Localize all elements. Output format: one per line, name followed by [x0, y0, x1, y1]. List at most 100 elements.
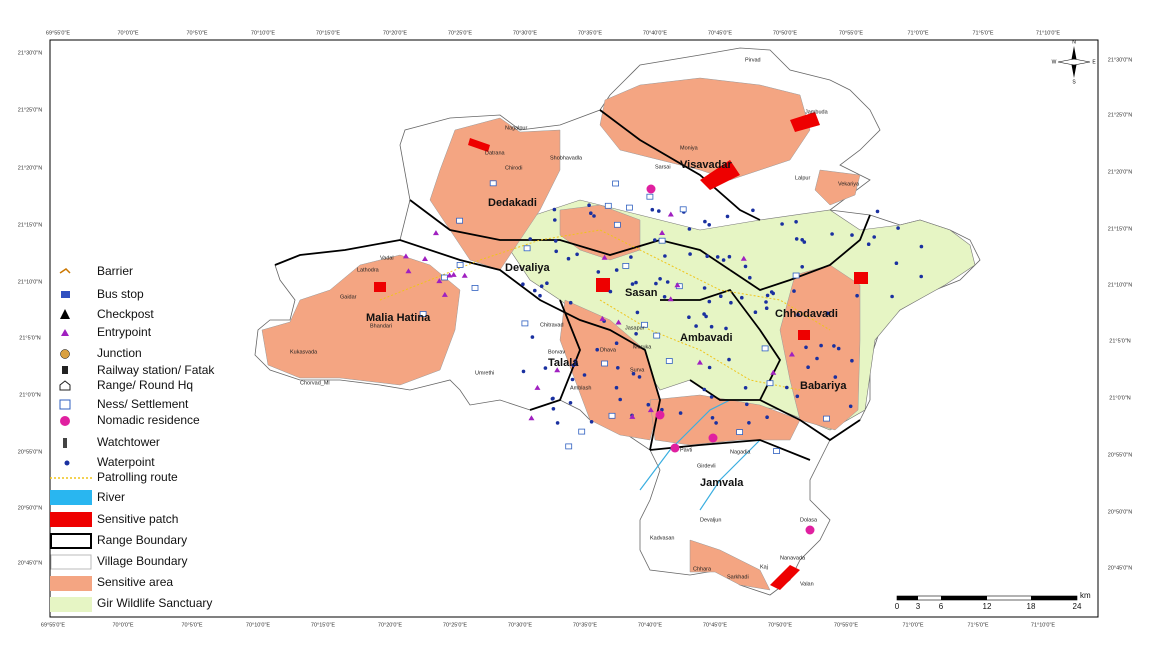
legend-label: Nomadic residence — [97, 413, 200, 427]
legend-symbol — [50, 512, 92, 527]
entrypoint — [446, 272, 453, 278]
waterpoint — [688, 252, 692, 256]
village-label: Kaj — [760, 564, 768, 570]
waterpoint — [660, 407, 664, 412]
rivers — [639, 399, 761, 511]
settlement — [604, 202, 612, 209]
range-boundary — [409, 199, 731, 271]
waterpoint — [764, 306, 769, 311]
waterpoint — [662, 295, 667, 299]
legend-symbol — [50, 554, 92, 570]
latitude-label: 20°55'0"N — [18, 449, 42, 455]
village-label: Datrana — [485, 150, 506, 156]
nomadic-residence — [708, 433, 718, 443]
waterpoint — [866, 242, 871, 246]
latitude-label: 21°20'0"N — [1108, 169, 1132, 175]
legend-symbol — [61, 329, 69, 336]
longitude-label: 71°5'0"E — [972, 30, 993, 36]
entrypoint — [740, 255, 747, 261]
settlement — [665, 358, 673, 364]
patrol-routes — [379, 229, 831, 391]
latitude-label: 20°50'0"N — [1108, 509, 1132, 515]
range-boundary — [759, 399, 861, 442]
village-label: Moniya — [680, 145, 699, 151]
entrypoint — [461, 272, 468, 278]
waterpoint — [710, 416, 715, 420]
settlement — [419, 311, 427, 317]
waterpoint — [707, 299, 712, 304]
waterpoint — [703, 219, 707, 224]
entrypoint — [615, 319, 622, 325]
village-label: Amblash — [570, 385, 591, 391]
entrypoint — [402, 253, 409, 259]
waterpoint — [765, 293, 770, 298]
waterpoint — [687, 227, 692, 231]
sensitive-patch — [374, 282, 386, 292]
waterpoint — [568, 300, 573, 305]
waterpoint — [765, 415, 769, 420]
entrypoint — [441, 291, 448, 297]
village-label: Jasapur — [625, 325, 645, 331]
entrypoint — [599, 315, 606, 321]
waterpoint — [705, 254, 709, 258]
scale-label: 12 — [983, 602, 992, 611]
waterpoint — [740, 295, 744, 300]
waterpoint — [800, 238, 804, 242]
waterpoint — [614, 268, 619, 272]
longitude-label: 70°0'0"E — [112, 622, 133, 628]
waterpoint — [575, 252, 579, 257]
village-label: Surva — [630, 367, 645, 373]
settlement — [679, 206, 687, 213]
entrypoint — [450, 271, 457, 277]
compass-e: E — [1092, 59, 1096, 65]
sensitive-patch — [790, 112, 820, 132]
waterpoint — [794, 237, 799, 241]
latitude-label: 21°0'0"N — [19, 392, 40, 398]
waterpoint — [743, 386, 748, 390]
waterpoint — [872, 235, 876, 239]
village-label: Dolasa — [800, 517, 818, 523]
waterpoint — [554, 249, 558, 254]
village-label: Chirodi — [505, 165, 522, 171]
waterpoint — [653, 238, 657, 242]
sensitive-patch — [468, 138, 490, 152]
scale-bar: km — [896, 591, 1091, 601]
settlement — [766, 380, 774, 387]
waterpoint — [751, 208, 755, 213]
waterpoint — [919, 274, 923, 279]
settlement — [773, 448, 780, 455]
waterpoint — [634, 280, 638, 285]
longitude-label: 70°25'0"E — [448, 30, 472, 36]
waterpoint — [650, 207, 655, 212]
waterpoint — [589, 211, 593, 215]
range-label: Ambavadi — [680, 332, 733, 344]
settlement — [612, 180, 619, 187]
longitude-label: 69°55'0"E — [41, 622, 65, 628]
waterpoint — [658, 277, 662, 281]
latitude-label: 21°25'0"N — [1108, 112, 1132, 118]
entrypoint — [770, 369, 777, 375]
legend-label: Waterpoint — [97, 455, 155, 469]
longitude-label: 70°20'0"E — [383, 30, 407, 36]
waterpoint — [894, 261, 899, 266]
waterpoint — [571, 363, 576, 368]
waterpoint — [764, 300, 768, 304]
entrypoint — [788, 351, 795, 357]
waterpoint — [553, 218, 557, 222]
legend-label: Range Boundary — [97, 533, 187, 547]
village-label: Dhava — [600, 347, 617, 353]
longitude-label: 70°20'0"E — [378, 622, 402, 628]
scale-unit: km — [1080, 591, 1091, 600]
legend-label: Junction — [97, 346, 142, 360]
sensitive-patch — [770, 565, 800, 590]
nomadic-residence — [670, 443, 680, 453]
waterpoint — [596, 270, 601, 274]
compass-n: N — [1072, 39, 1076, 45]
waterpoint — [687, 315, 691, 320]
village-label: Lathodra — [357, 267, 380, 273]
village-label: Nagalpur — [505, 125, 527, 131]
legend-label: Checkpost — [97, 307, 154, 321]
waterpoint — [587, 203, 591, 207]
village-label: Chitravad — [540, 322, 564, 328]
legend-symbol — [50, 533, 92, 549]
